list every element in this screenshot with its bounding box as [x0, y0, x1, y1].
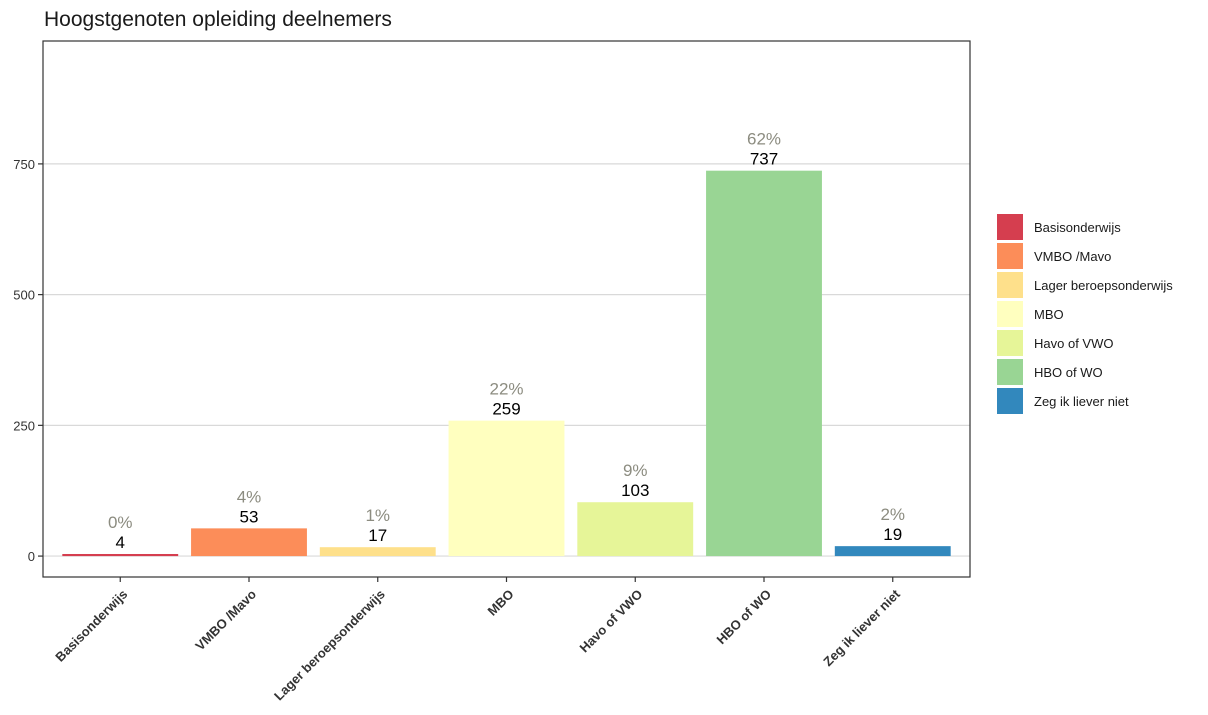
value-label: 259: [492, 400, 520, 419]
chart-title: Hoogstgenoten opleiding deelnemers: [44, 8, 392, 31]
percent-label: 1%: [365, 506, 390, 525]
x-tick-label: Zeg ik liever niet: [820, 586, 903, 669]
y-tick-label: 250: [13, 418, 35, 433]
x-axis: Basisonderwijs VMBO /Mavo Lager beroepsond…: [52, 577, 903, 703]
legend-swatch: [997, 359, 1023, 385]
legend-label: Basisonderwijs: [1034, 220, 1121, 235]
y-tick-label: 750: [13, 157, 35, 172]
bar: [834, 546, 951, 557]
y-tick-label: 0: [28, 549, 35, 564]
percent-label: 0%: [108, 513, 133, 532]
y-axis: 0 250 500 750: [13, 157, 43, 564]
legend-label: MBO: [1034, 307, 1064, 322]
legend-label: Zeg ik liever niet: [1034, 394, 1129, 409]
legend-label: VMBO /Mavo: [1034, 249, 1111, 264]
bar: [448, 420, 565, 557]
x-tick-label: Lager beroepsonderwijs: [271, 587, 388, 704]
legend-swatch: [997, 214, 1023, 240]
bars: [62, 170, 951, 557]
percent-label: 2%: [880, 505, 905, 524]
x-tick-label: Basisonderwijs: [52, 587, 130, 665]
bar: [577, 502, 694, 557]
value-label: 737: [750, 150, 778, 169]
bar: [191, 528, 307, 557]
value-label: 103: [621, 481, 649, 500]
x-tick-label: VMBO /Mavo: [192, 586, 259, 653]
legend-swatch: [997, 388, 1023, 414]
percent-label: 22%: [489, 380, 523, 399]
legend: Basisonderwijs VMBO /Mavo Lager beroepsond…: [997, 214, 1173, 414]
legend-label: Lager beroepsonderwijs: [1034, 278, 1173, 293]
value-label: 4: [116, 533, 125, 552]
legend-label: Havo of VWO: [1034, 336, 1113, 351]
value-label: 19: [883, 525, 902, 544]
legend-swatch: [997, 330, 1023, 356]
bar: [706, 170, 822, 557]
bar: [62, 553, 179, 557]
percent-label: 62%: [747, 130, 781, 149]
percent-label: 4%: [237, 487, 262, 506]
x-tick-label: HBO of WO: [713, 587, 774, 648]
y-tick-label: 500: [13, 288, 35, 303]
legend-label: HBO of WO: [1034, 365, 1103, 380]
value-label: 17: [368, 526, 387, 545]
value-label: 53: [240, 507, 259, 526]
legend-swatch: [997, 301, 1023, 327]
x-tick-label: Havo of VWO: [577, 587, 646, 656]
x-tick-label: MBO: [485, 587, 517, 619]
percent-label: 9%: [623, 461, 648, 480]
legend-swatch: [997, 243, 1023, 269]
legend-swatch: [997, 272, 1023, 298]
bar: [319, 547, 436, 557]
